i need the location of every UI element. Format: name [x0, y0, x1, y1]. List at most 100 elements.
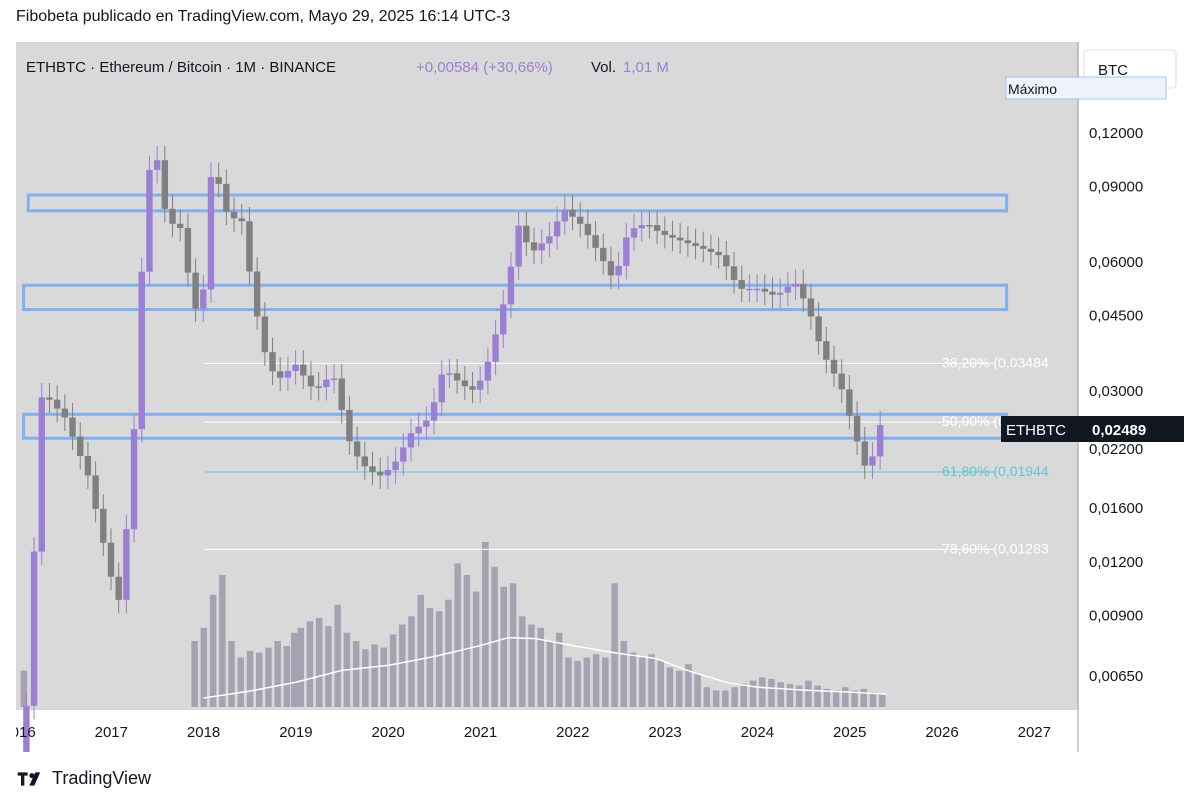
candle-body: [553, 221, 561, 237]
volume-bar: [703, 687, 711, 707]
candle-body: [746, 288, 753, 291]
x-tick-label: 2024: [741, 724, 774, 741]
candle-body: [30, 551, 38, 706]
volume-bar: [334, 604, 341, 707]
volume-bar: [399, 624, 406, 707]
candle-body: [361, 456, 369, 467]
candle-body: [700, 245, 707, 249]
y-tick-label: 0,04500: [1089, 308, 1143, 325]
current-symbol-tag: [1001, 416, 1078, 442]
candle-body: [830, 359, 838, 374]
candle-body: [876, 425, 884, 457]
chart-frame[interactable]: 38,20% (0,03484 50,00% (0,02523 61,80% (0,…: [16, 42, 1186, 752]
volume-bar: [380, 647, 388, 707]
currency-button-label[interactable]: BTC: [1098, 62, 1128, 79]
chart-change: +0,00584 (+30,66%): [416, 59, 553, 76]
candle-body: [546, 236, 553, 244]
volume-bar: [749, 680, 757, 707]
candle-body: [561, 209, 569, 222]
volume-bar: [583, 657, 591, 707]
candle-body: [300, 364, 307, 376]
volume-bar: [228, 641, 235, 707]
candle-body: [792, 284, 799, 287]
volume-bar: [306, 621, 314, 707]
volume-bar: [731, 687, 738, 707]
candle-body: [853, 415, 861, 442]
candle-body: [38, 397, 45, 552]
volume-bar: [325, 626, 332, 707]
x-tick-label: 2022: [556, 724, 589, 741]
candle-body: [253, 271, 261, 317]
candle-body: [69, 417, 76, 437]
candle-body: [753, 288, 761, 291]
candle-body: [500, 304, 507, 335]
candle-body: [369, 466, 376, 472]
current-price-value: 0,02489: [1092, 422, 1146, 439]
candle-body: [869, 456, 876, 466]
volume-bar: [255, 652, 263, 707]
x-tick-label: 2020: [372, 724, 405, 741]
volume-bar: [611, 583, 618, 707]
publish-caption: Fibobeta publicado en TradingView.com, M…: [16, 8, 511, 25]
volume-bar: [620, 641, 628, 707]
candle-body: [230, 211, 238, 219]
x-tick-label: 2026: [925, 724, 958, 741]
volume-bar: [546, 641, 554, 707]
volume-bar: [500, 586, 508, 707]
volume-bar: [315, 617, 323, 707]
candle-body: [600, 247, 607, 262]
candle-body: [476, 380, 484, 390]
candle-body: [330, 378, 338, 380]
volume-bar: [592, 654, 600, 707]
candle-body: [338, 378, 345, 410]
volume-bar: [200, 627, 208, 707]
candle-body: [407, 433, 415, 448]
volume-bar: [740, 683, 748, 707]
candle-body: [769, 291, 776, 295]
candle-body: [146, 169, 153, 272]
x-tick-label: 2021: [464, 724, 497, 741]
volume-bar: [675, 670, 683, 707]
y-tick-label: 0,00650: [1089, 668, 1143, 685]
volume-bar: [851, 690, 858, 707]
tradingview-logo[interactable]: TradingView: [16, 768, 151, 789]
volume-bar: [805, 680, 812, 707]
y-tick-label: 0,09000: [1089, 179, 1143, 196]
candle-body: [269, 352, 276, 372]
volume-bar: [685, 664, 692, 707]
candle-body: [430, 402, 438, 421]
y-tick-label: 0,12000: [1089, 125, 1143, 142]
candle-body: [238, 218, 245, 222]
candle-body: [838, 373, 845, 390]
candle-body: [46, 397, 53, 400]
candle-body: [223, 183, 230, 212]
volume-bar: [297, 627, 305, 707]
candle-body: [200, 289, 207, 309]
candle-body: [638, 225, 645, 229]
candle-body: [823, 341, 830, 360]
volume-label: Vol.: [591, 59, 616, 76]
candle-body: [123, 529, 130, 600]
candle-body: [53, 399, 61, 409]
candle-body: [400, 447, 407, 462]
y-tick-label: 0,01200: [1089, 554, 1143, 571]
x-tick-label: 2023: [648, 724, 681, 741]
candle-body: [461, 380, 469, 387]
candle-body: [284, 371, 292, 378]
volume-bar: [191, 641, 198, 707]
candle-body: [707, 248, 715, 252]
volume-bar: [823, 688, 831, 707]
current-price-tag: [1078, 416, 1184, 442]
volume-bar: [209, 594, 217, 707]
plot-background: [16, 42, 1078, 710]
volume-bar: [491, 566, 498, 707]
volume-bar: [814, 685, 821, 707]
volume-bar: [860, 688, 868, 707]
volume-bar: [768, 678, 775, 707]
x-tick-label: 2019: [279, 724, 312, 741]
candle-body: [84, 455, 92, 476]
volume-bar: [246, 650, 254, 707]
candle-body: [453, 373, 461, 381]
candle-body: [377, 471, 384, 476]
